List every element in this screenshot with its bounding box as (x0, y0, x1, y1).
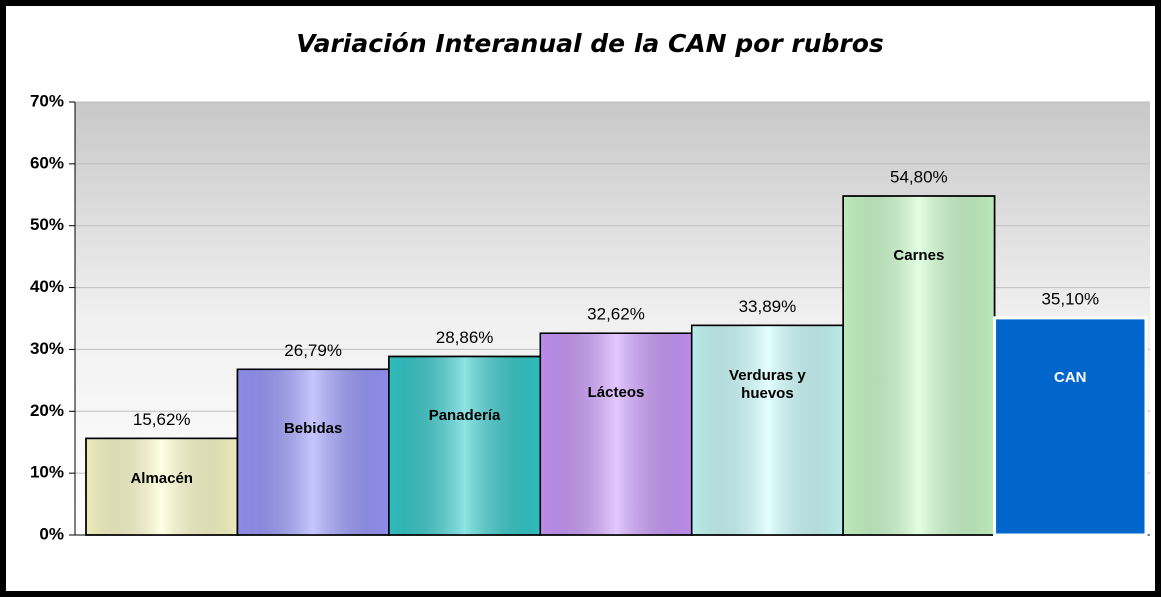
value-label: 35,10% (1041, 289, 1099, 308)
category-label: Almacén (130, 469, 193, 487)
category-label-box: Verduras y huevos (729, 367, 806, 403)
category-label: Bebidas (283, 420, 343, 438)
y-tick-label: 20% (30, 401, 64, 420)
category-label-box: CAN (1054, 368, 1087, 386)
category-label-box: Carnes (893, 247, 945, 265)
category-label: CAN (1054, 368, 1087, 386)
y-tick-label: 30% (30, 339, 64, 358)
value-label: 54,80% (890, 168, 948, 187)
category-label: Panadería (428, 407, 501, 425)
category-label: Carnes (893, 247, 945, 265)
value-label: 33,89% (739, 297, 797, 316)
y-tick-label: 60% (30, 153, 64, 172)
category-label: Verduras y huevos (729, 367, 806, 403)
bar (388, 355, 542, 536)
y-tick-label: 70% (30, 91, 64, 110)
category-label-box: Lácteos (587, 384, 645, 402)
category-label-box: Panadería (428, 407, 501, 425)
bar (539, 332, 693, 536)
bar (993, 316, 1148, 537)
value-label: 32,62% (587, 305, 645, 324)
y-tick-label: 0% (39, 524, 64, 543)
category-label-box: Almacén (130, 469, 193, 487)
value-label: 28,86% (436, 328, 494, 347)
y-tick-label: 50% (30, 215, 64, 234)
value-label: 26,79% (284, 341, 342, 360)
y-tick-label: 40% (30, 277, 64, 296)
category-label: Lácteos (587, 384, 645, 402)
bar (690, 324, 844, 536)
category-label-box: Bebidas (283, 420, 343, 438)
chart-title: Variación Interanual de la CAN por rubro… (296, 29, 884, 58)
y-tick-label: 10% (30, 463, 64, 482)
value-label: 15,62% (133, 410, 191, 429)
